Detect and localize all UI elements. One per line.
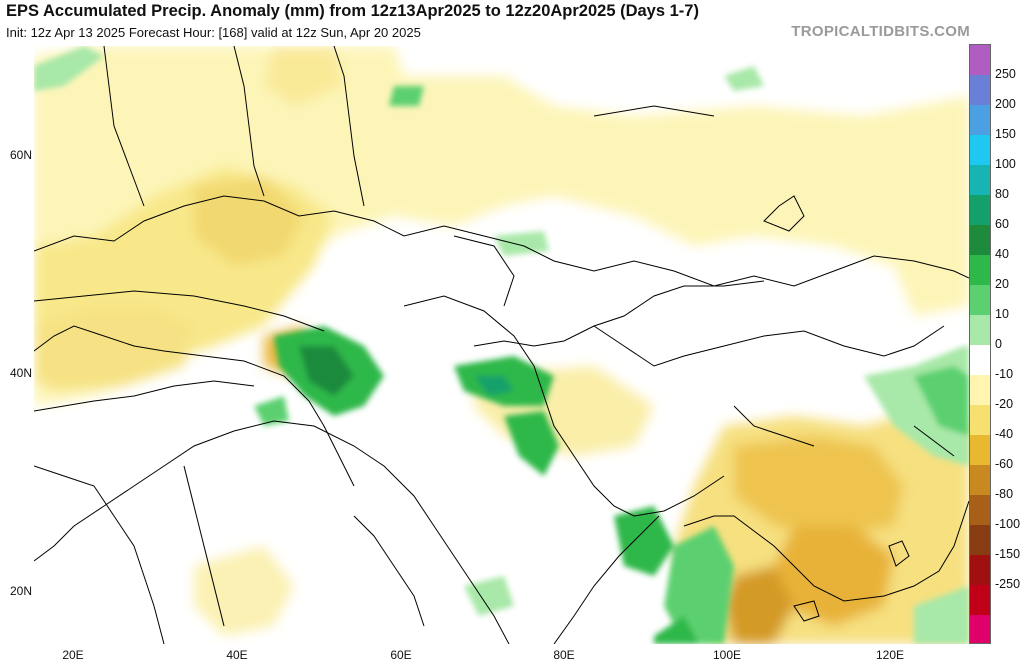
- colorbar-segment: [970, 285, 990, 316]
- lat-label-20n: 20N: [9, 584, 32, 598]
- colorbar-tick-label: 200: [995, 97, 1016, 111]
- colorbar-tick-label: 100: [995, 157, 1016, 171]
- wet-anomaly-shading: [34, 46, 969, 644]
- lon-label-20e: 20E: [62, 648, 84, 662]
- colorbar-tick-label: -250: [995, 577, 1021, 591]
- colorbar-segment: [970, 105, 990, 136]
- colorbar-tick-label: -60: [995, 457, 1014, 471]
- lon-label-40e: 40E: [226, 648, 248, 662]
- colorbar-segment: [970, 465, 990, 496]
- lat-label-60n: 60N: [9, 148, 32, 162]
- colorbar-segment: [970, 405, 990, 436]
- colorbar-tick-label: 250: [995, 67, 1016, 81]
- colorbar-segment: [970, 135, 990, 166]
- precip-anomaly-map: [34, 46, 969, 644]
- colorbar-tick-label: 10: [995, 307, 1009, 321]
- map-title: EPS Accumulated Precip. Anomaly (mm) fro…: [6, 2, 699, 20]
- colorbar-tick-label: 40: [995, 247, 1009, 261]
- lon-label-80e: 80E: [553, 648, 575, 662]
- colorbar-tick-label: 80: [995, 187, 1009, 201]
- lon-label-100e: 100E: [712, 648, 742, 662]
- colorbar-tick-label: -10: [995, 367, 1014, 381]
- lon-label-60e: 60E: [390, 648, 412, 662]
- colorbar-segment: [970, 435, 990, 466]
- colorbar-segment: [970, 615, 990, 643]
- colorbar-tick-label: -150: [995, 547, 1021, 561]
- colorbar-tick-label: 20: [995, 277, 1009, 291]
- colorbar-segment: [970, 315, 990, 346]
- lon-label-120e: 120E: [875, 648, 905, 662]
- colorbar-tick-label: 0: [995, 337, 1002, 351]
- colorbar-segment: [970, 555, 990, 586]
- colorbar-tick-label: 60: [995, 217, 1009, 231]
- colorbar-tick-label: 150: [995, 127, 1016, 141]
- colorbar-tick-label: -40: [995, 427, 1014, 441]
- colorbar-segment: [970, 45, 990, 76]
- map-subtitle: Init: 12z Apr 13 2025 Forecast Hour: [16…: [6, 25, 421, 40]
- colorbar-tick-label: -100: [995, 517, 1021, 531]
- dry-anomaly-shading: [34, 46, 969, 644]
- coastlines-borders: [34, 46, 969, 644]
- colorbar-tick-label: -80: [995, 487, 1014, 501]
- colorbar-segment: [970, 225, 990, 256]
- colorbar-segment: [970, 525, 990, 556]
- colorbar-segment: [970, 165, 990, 196]
- colorbar-segment: [970, 345, 990, 376]
- map-canvas: [34, 46, 969, 644]
- colorbar-segment: [970, 75, 990, 106]
- lat-label-40n: 40N: [9, 366, 32, 380]
- brand-watermark: TROPICALTIDBITS.COM: [791, 23, 970, 40]
- colorbar-segment: [970, 255, 990, 286]
- colorbar-segment: [970, 585, 990, 616]
- colorbar-segment: [970, 195, 990, 226]
- colorbar-segment: [970, 495, 990, 526]
- colorbar-segment: [970, 375, 990, 406]
- colorbar: [969, 44, 991, 644]
- colorbar-tick-label: -20: [995, 397, 1014, 411]
